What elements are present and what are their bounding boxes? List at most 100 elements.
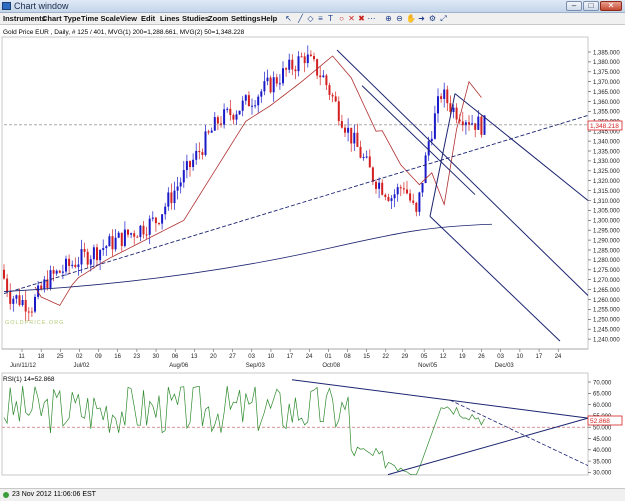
zoom-in-icon[interactable]: ⊕: [385, 14, 392, 23]
candle-body: [226, 108, 229, 110]
candle-body: [254, 105, 257, 107]
candle-body: [480, 116, 483, 135]
watermark: GOLDPRICE.ORG: [5, 320, 64, 326]
menu-settings[interactable]: Settings: [231, 14, 261, 23]
candle-body: [477, 116, 480, 130]
candle-body: [319, 75, 322, 78]
shape-icon[interactable]: ◇: [307, 14, 314, 23]
candle-body: [220, 123, 222, 125]
candle-body: [92, 247, 95, 260]
minimize-button[interactable]: –: [566, 1, 582, 11]
cursor-icon[interactable]: ↖: [285, 14, 292, 23]
delete-icon[interactable]: ✖: [358, 14, 365, 23]
circle-icon[interactable]: ○: [339, 14, 344, 23]
candle-body: [390, 198, 393, 201]
candle-body: [232, 115, 235, 120]
close-button[interactable]: ✕: [600, 1, 622, 11]
text-icon[interactable]: T: [328, 14, 333, 23]
x-tick-label: 13: [191, 354, 198, 360]
candle-body: [313, 56, 315, 60]
dots-icon[interactable]: ⋯: [367, 14, 376, 23]
chart-area[interactable]: Gold Price EUR , Daily, # 125 / 401, MVG…: [0, 25, 625, 487]
app-icon: [2, 2, 11, 10]
menu-zoom[interactable]: Zoom: [208, 14, 229, 23]
price-tick-label: 1,330.000: [593, 159, 620, 165]
candle-body: [3, 269, 5, 279]
candle-body: [182, 170, 185, 183]
menu-studies[interactable]: Studies: [182, 14, 210, 23]
candle-body: [381, 182, 384, 195]
chart-header: Gold Price EUR , Daily, # 125 / 401, MVG…: [3, 29, 245, 36]
candle-body: [142, 225, 145, 235]
candle-body: [430, 138, 433, 142]
menu-instruments[interactable]: Instruments: [3, 14, 46, 23]
candle-body: [195, 150, 198, 160]
ma50-line: [34, 55, 482, 306]
candle-body: [68, 258, 71, 266]
x-tick-label: 11: [19, 354, 26, 360]
status-bar: 23 Nov 2012 11:06:06 EST: [0, 488, 625, 501]
menu-view[interactable]: View: [120, 14, 137, 23]
fibonacci-icon[interactable]: ≡: [318, 14, 323, 23]
candle-body: [176, 186, 179, 191]
candle-body: [83, 249, 86, 252]
price-tick-label: 1,300.000: [593, 219, 620, 225]
candle-body: [167, 192, 170, 207]
hand-icon[interactable]: ✋: [406, 14, 416, 23]
rsi-label-box: 52.868: [587, 415, 623, 426]
line-icon[interactable]: ╱: [298, 14, 303, 23]
candle-body: [418, 192, 421, 212]
zoom-out-icon[interactable]: ⊖: [396, 14, 403, 23]
candle-body: [297, 56, 300, 72]
price-tick-label: 1,290.000: [593, 238, 620, 244]
channel-connector: [429, 93, 456, 217]
menu-edit[interactable]: Edit: [141, 14, 156, 23]
month-label: Oct/08: [322, 363, 340, 369]
candle-body: [6, 278, 9, 293]
channel-line: [361, 85, 476, 195]
x-tick-label: 19: [459, 354, 466, 360]
rsi-trend-upper: [291, 379, 589, 419]
price-tick-label: 1,320.000: [593, 179, 620, 185]
candle-body: [455, 107, 458, 120]
candle-body: [300, 56, 303, 58]
rsi-trend-dashed: [449, 399, 589, 466]
price-tick-label: 1,310.000: [593, 199, 620, 205]
price-tick-label: 1,315.000: [593, 189, 620, 195]
candle-body: [291, 59, 294, 70]
menu-help[interactable]: Help: [261, 14, 278, 23]
settings-icon[interactable]: ⚙: [428, 14, 437, 23]
rsi-tick-label: 50.000: [593, 426, 612, 432]
candle-body: [241, 100, 244, 111]
price-chart[interactable]: Gold Price EUR , Daily, # 125 / 401, MVG…: [0, 25, 625, 487]
candle-body: [350, 127, 353, 144]
window-title: Chart window: [14, 1, 69, 11]
month-label: Jun/11/12: [10, 363, 37, 369]
candle-body: [223, 109, 226, 125]
candle-body: [387, 196, 390, 201]
candle-body: [204, 131, 207, 155]
x-tick-label: 26: [478, 354, 485, 360]
candle-body: [424, 155, 427, 184]
candle-body: [198, 150, 201, 153]
x-tick-label: 24: [306, 354, 313, 360]
menu-lines[interactable]: Lines: [160, 14, 180, 23]
candle-body: [464, 122, 467, 126]
status-icon: [3, 492, 9, 498]
menu-chart-type[interactable]: Chart Type: [42, 14, 81, 23]
arrow-icon[interactable]: ➜: [418, 14, 425, 23]
candle-body: [368, 156, 371, 168]
x-tick-label: 12: [440, 354, 447, 360]
candle-body: [396, 187, 399, 195]
menu-time-scale[interactable]: Time Scale: [81, 14, 121, 23]
price-tick-label: 1,305.000: [593, 209, 620, 215]
x-tick-label: 27: [229, 354, 236, 360]
candle-body: [443, 89, 446, 99]
month-label: Nov/05: [418, 363, 438, 369]
zoom-fit-icon[interactable]: ⤢: [440, 14, 447, 23]
maximize-button[interactable]: □: [583, 1, 599, 11]
cross-icon[interactable]: ✕: [348, 14, 355, 23]
candle-body: [161, 214, 164, 224]
candle-body: [266, 77, 269, 82]
candle-body: [421, 183, 424, 193]
